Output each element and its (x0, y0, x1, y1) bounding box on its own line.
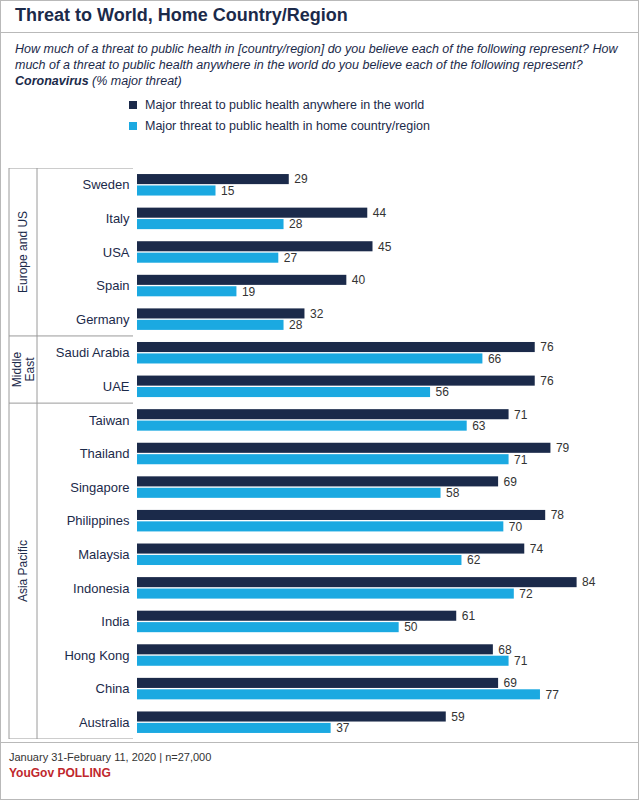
svg-text:56: 56 (436, 385, 450, 399)
svg-text:77: 77 (545, 688, 559, 702)
svg-text:28: 28 (289, 318, 303, 332)
svg-text:45: 45 (378, 240, 392, 254)
svg-text:66: 66 (488, 352, 502, 366)
svg-text:Hong Kong: Hong Kong (64, 648, 129, 663)
svg-text:Saudi Arabia: Saudi Arabia (56, 345, 130, 360)
svg-text:71: 71 (514, 654, 528, 668)
svg-text:84: 84 (582, 575, 596, 589)
svg-text:Taiwan: Taiwan (89, 413, 129, 428)
html-text:Threat to World, Home Country/: Threat to World, Home Country/Region (15, 5, 348, 25)
svg-text:Europe and US: Europe and US (16, 211, 30, 293)
svg-text:USA: USA (103, 245, 130, 260)
svg-text:32: 32 (310, 307, 324, 321)
svg-text:India: India (101, 614, 130, 629)
svg-text:Germany: Germany (76, 312, 130, 327)
svg-text:Singapore: Singapore (70, 480, 129, 495)
svg-text:40: 40 (352, 273, 366, 287)
svg-text:69: 69 (504, 475, 518, 489)
svg-text:79: 79 (556, 441, 570, 455)
svg-text:37: 37 (336, 721, 350, 735)
svg-text:Philippines: Philippines (67, 513, 130, 528)
svg-text:Malaysia: Malaysia (78, 547, 130, 562)
html-text:Coronavirus (% major threat): Coronavirus (% major threat) (15, 74, 182, 88)
html-text:January 31-February 11, 2020 |: January 31-February 11, 2020 | n=27,000 (9, 751, 212, 763)
svg-text:72: 72 (519, 587, 533, 601)
svg-text:28: 28 (289, 217, 303, 231)
svg-text:78: 78 (551, 508, 565, 522)
svg-text:UAE: UAE (103, 379, 130, 394)
svg-text:Australia: Australia (79, 715, 130, 730)
svg-text:70: 70 (509, 520, 523, 534)
svg-text:76: 76 (540, 374, 554, 388)
html-text:Major threat to public health: Major threat to public health in home co… (145, 119, 430, 133)
svg-text:29: 29 (294, 172, 308, 186)
svg-text:Sweden: Sweden (83, 177, 130, 192)
svg-text:50: 50 (404, 620, 418, 634)
svg-text:Spain: Spain (96, 278, 129, 293)
svg-text:15: 15 (221, 184, 235, 198)
svg-text:61: 61 (462, 609, 476, 623)
svg-text:63: 63 (472, 419, 486, 433)
svg-text:71: 71 (514, 408, 528, 422)
svg-text:Italy: Italy (106, 211, 130, 226)
svg-text:69: 69 (504, 676, 518, 690)
svg-text:59: 59 (451, 710, 465, 724)
svg-text:44: 44 (373, 206, 387, 220)
svg-text:71: 71 (514, 453, 528, 467)
svg-text:19: 19 (242, 285, 256, 299)
svg-text:27: 27 (284, 251, 298, 265)
svg-text:MiddleEast: MiddleEast (10, 352, 37, 388)
svg-text:62: 62 (467, 553, 481, 567)
svg-text:China: China (96, 681, 131, 696)
svg-text:76: 76 (540, 340, 554, 354)
html-text:Major threat to public health: Major threat to public health anywhere i… (145, 98, 425, 112)
svg-text:58: 58 (446, 486, 460, 500)
svg-text:Thailand: Thailand (80, 446, 130, 461)
svg-text:74: 74 (530, 542, 544, 556)
svg-text:68: 68 (498, 643, 512, 657)
svg-text:Indonesia: Indonesia (73, 581, 130, 596)
html-text:How much of a threat to public: How much of a threat to public health in… (15, 42, 618, 72)
html-text:YouGov POLLING: YouGov POLLING (9, 766, 111, 780)
svg-text:Asia Pacific: Asia Pacific (16, 540, 30, 602)
